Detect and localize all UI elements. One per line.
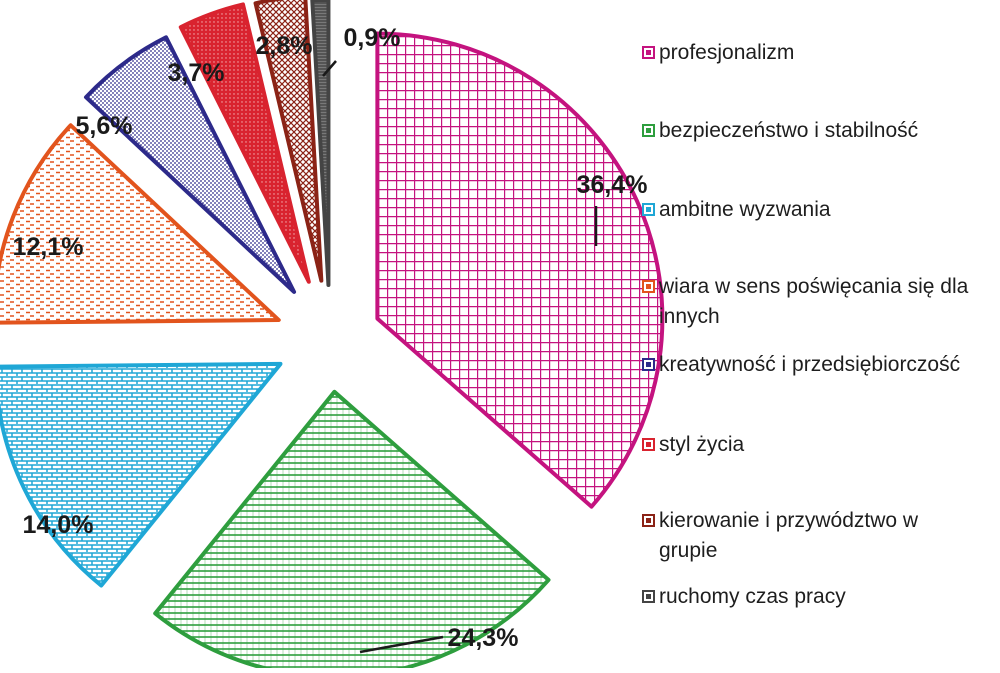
legend-swatch [642, 46, 655, 59]
data-label-1: 36,4% [577, 171, 648, 199]
legend-swatch [642, 514, 655, 527]
data-labels: 36,4% 24,3% 14,0% 12,1% 5,6% 3,7% 2,8% 0,9% [13, 24, 648, 652]
legend-item-8: ruchomy czas pracy [642, 582, 979, 612]
pie-slice-6 [178, 2, 311, 284]
legend-label: kierowanie i przywództwo w grupie [659, 509, 919, 562]
pie-slice-2 [153, 389, 551, 673]
slices-layer [0, 0, 665, 673]
legend-item-3: ambitne wyzwania [642, 195, 979, 225]
legend-label: profesjonalizm [659, 41, 795, 64]
legend-item-2: bezpieczeństwo i stabilność [642, 116, 979, 146]
data-label-5: 5,6% [76, 112, 133, 140]
legend-item-6: styl życia [642, 430, 979, 460]
data-label-6: 3,7% [168, 59, 225, 87]
legend-label: ruchomy czas pracy [659, 585, 846, 608]
legend-swatch [642, 203, 655, 216]
pie-slice-8 [310, 0, 331, 288]
legend-label: styl życia [659, 433, 745, 456]
pie-slice-4 [0, 123, 281, 325]
legend-label: ambitne wyzwania [659, 198, 831, 221]
legend-item-1: profesjonalizm [642, 38, 979, 68]
legend-swatch [642, 590, 655, 603]
pie-slice-7 [253, 0, 324, 283]
pie-slice-5 [83, 35, 297, 294]
legend-swatch [642, 124, 655, 137]
data-label-3: 14,0% [23, 511, 94, 539]
leader-line-8 [322, 60, 337, 77]
legend-item-7: kierowanie i przywództwo w grupie [642, 506, 979, 566]
legend-swatch [642, 438, 655, 451]
legend-swatch [642, 280, 655, 293]
legend-label: kreatywność i przedsiębiorczość [659, 353, 961, 376]
data-label-4: 12,1% [13, 233, 84, 261]
leader-lines [322, 60, 598, 654]
legend-label: bezpieczeństwo i stabilność [659, 119, 919, 142]
data-label-2: 24,3% [448, 624, 519, 652]
data-label-8: 0,9% [344, 24, 401, 52]
legend-swatch [642, 358, 655, 371]
data-label-7: 2,8% [256, 32, 313, 60]
legend-item-4: wiara w sens poświęcania się dla innych [642, 272, 979, 332]
legend-label: wiara w sens poświęcania się dla innych [659, 275, 969, 328]
leader-line-2 [359, 635, 444, 654]
pie-slice-3 [0, 361, 283, 588]
pie-slice-1 [375, 31, 665, 509]
legend-item-5: kreatywność i przedsiębiorczość [642, 350, 979, 380]
